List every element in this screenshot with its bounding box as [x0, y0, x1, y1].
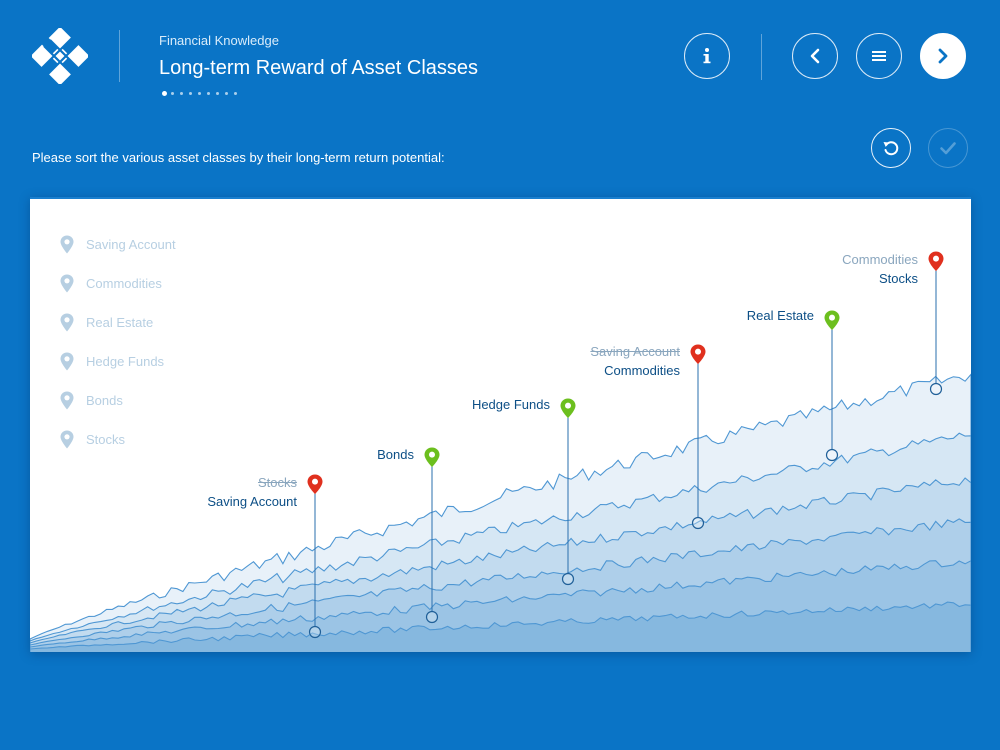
- reset-button[interactable]: [871, 128, 911, 168]
- progress-dot: [225, 92, 228, 95]
- pin-correct-icon[interactable]: [824, 310, 840, 331]
- pin-correct-icon[interactable]: [424, 447, 440, 468]
- page-title: Long-term Reward of Asset Classes: [159, 57, 479, 79]
- menu-button[interactable]: [856, 33, 902, 79]
- marker-label-rank-2: Bonds: [377, 447, 414, 462]
- chevron-right-icon: [938, 48, 948, 64]
- progress-dot: [198, 92, 201, 95]
- map-pin-icon: [60, 313, 74, 331]
- map-pin-icon: [60, 352, 74, 370]
- reset-icon: [883, 141, 899, 156]
- map-pin-icon: [60, 235, 74, 253]
- asset-option-label: Saving Account: [86, 236, 176, 252]
- header-divider: [119, 30, 120, 82]
- marker-label-rank-6: Commodities Stocks: [842, 250, 918, 288]
- correct-answer: Commodities: [604, 363, 680, 378]
- placed-answer-right: Real Estate: [746, 308, 814, 323]
- asset-option[interactable]: Saving Account: [60, 234, 176, 254]
- asset-option-label: Commodities: [86, 275, 162, 291]
- placed-answer-right: Hedge Funds: [471, 397, 550, 412]
- marker-anchor: [825, 448, 839, 462]
- asset-option-label: Real Estate: [86, 314, 154, 330]
- asset-option[interactable]: Stocks: [60, 429, 125, 449]
- pin-wrong-icon[interactable]: [928, 251, 944, 272]
- asset-option-label: Hedge Funds: [86, 353, 165, 369]
- marker-anchor: [308, 625, 322, 639]
- map-pin-icon: [60, 391, 74, 409]
- pin-correct-icon[interactable]: [560, 398, 576, 419]
- progress-dot: [180, 92, 183, 95]
- map-pin-icon: [60, 430, 74, 448]
- logo-icon: [32, 28, 88, 84]
- progress-dot: [171, 92, 174, 95]
- marker-label-rank-3: Hedge Funds: [472, 397, 550, 412]
- marker-label-rank-5: Real Estate: [747, 308, 814, 323]
- correct-answer: Saving Account: [207, 494, 297, 509]
- correct-answer: Stocks: [878, 271, 918, 286]
- marker-label-rank-4: Saving Account Commodities: [590, 342, 680, 380]
- asset-option[interactable]: Bonds: [60, 390, 123, 410]
- pin-wrong-icon[interactable]: [690, 344, 706, 365]
- asset-option[interactable]: Hedge Funds: [60, 351, 164, 371]
- placed-answer-wrong: Saving Account: [590, 344, 680, 359]
- progress-dot: [207, 92, 210, 95]
- asset-option-label: Stocks: [86, 431, 126, 447]
- back-button[interactable]: [792, 33, 838, 79]
- asset-option[interactable]: Commodities: [60, 273, 162, 293]
- instruction-text: Please sort the various asset classes by…: [32, 150, 445, 165]
- progress-dot: [189, 92, 192, 95]
- sorting-panel: Saving Account Commodities Real Estate Hedg…: [30, 197, 971, 652]
- info-button[interactable]: [684, 33, 730, 79]
- asset-option[interactable]: Real Estate: [60, 312, 153, 332]
- placed-answer-wrong: Stocks: [257, 475, 297, 490]
- header-kicker: Financial Knowledge: [159, 33, 279, 48]
- map-pin-icon: [60, 274, 74, 292]
- marker-anchor: [929, 382, 943, 396]
- marker-anchor: [561, 572, 575, 586]
- progress-dot: [162, 91, 167, 96]
- asset-area-layer: [30, 601, 971, 652]
- confirm-button[interactable]: [928, 128, 968, 168]
- marker-anchor: [425, 610, 439, 624]
- progress-dot: [234, 92, 237, 95]
- return-area-chart: [30, 251, 971, 652]
- menu-icon: [872, 51, 886, 61]
- marker-anchor: [691, 516, 705, 530]
- pin-wrong-icon[interactable]: [307, 474, 323, 495]
- nav-divider: [761, 34, 762, 80]
- placed-answer-wrong: Commodities: [842, 252, 918, 267]
- check-icon: [940, 142, 956, 155]
- marker-label-rank-1: Stocks Saving Account: [207, 473, 297, 511]
- info-icon: [703, 48, 711, 64]
- chevron-left-icon: [810, 48, 820, 64]
- next-button[interactable]: [920, 33, 966, 79]
- placed-answer-right: Bonds: [377, 447, 414, 462]
- progress-dot: [216, 92, 219, 95]
- asset-option-label: Bonds: [86, 392, 123, 408]
